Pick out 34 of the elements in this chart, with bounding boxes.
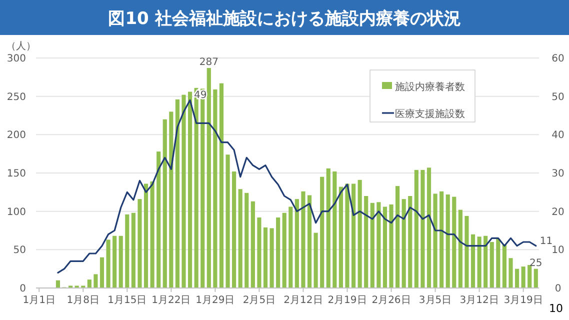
chart-title: 図10 社会福祉施設における施設内療養の状況 <box>108 9 461 29</box>
y2-tick-label: 40 <box>552 130 564 142</box>
x-tick-label: 2月19日 <box>328 295 367 306</box>
y-tick-label: 150 <box>6 168 26 180</box>
y2-tick-label: 60 <box>552 54 564 64</box>
y2-tick-label: 20 <box>552 206 564 218</box>
x-tick-label: 1月1日 <box>22 295 56 306</box>
x-tick-label: 1月29日 <box>196 295 235 306</box>
data-label: 11 <box>540 236 553 247</box>
x-tick-label: 2月12日 <box>284 295 323 306</box>
y2-tick-label: 50 <box>552 92 564 103</box>
text: 10 <box>549 302 563 315</box>
y-tick-label: 50 <box>13 245 26 256</box>
y-tick-label: 200 <box>6 130 26 142</box>
y2-tick-label: 0 <box>554 284 562 294</box>
y2-tick-label: 10 <box>552 245 564 256</box>
x-tick-label: 3月19日 <box>504 295 543 306</box>
x-tick-label: 2月5日 <box>242 295 276 306</box>
y-axis-title: （人） <box>6 41 36 52</box>
x-tick-label: 3月5日 <box>418 295 452 306</box>
y-tick-label: 100 <box>6 206 26 218</box>
x-tick-label: 1月8日 <box>66 295 100 306</box>
data-label: 25 <box>530 258 542 269</box>
y-tick-label: 250 <box>6 92 26 103</box>
data-label: 287 <box>199 56 218 68</box>
x-tick-label: 1月15日 <box>108 295 147 306</box>
y2-tick-label: 30 <box>552 168 564 180</box>
y-tick-label: 300 <box>6 54 26 64</box>
legend-label: 医療支援施設数 <box>395 108 465 120</box>
y-tick-label: 0 <box>20 284 26 294</box>
legend-label: 施設内療養者数 <box>395 81 465 93</box>
x-tick-label: 3月12日 <box>460 295 499 306</box>
x-tick-label: 2月26日 <box>372 295 411 306</box>
x-tick-label: 1月22日 <box>152 295 191 306</box>
